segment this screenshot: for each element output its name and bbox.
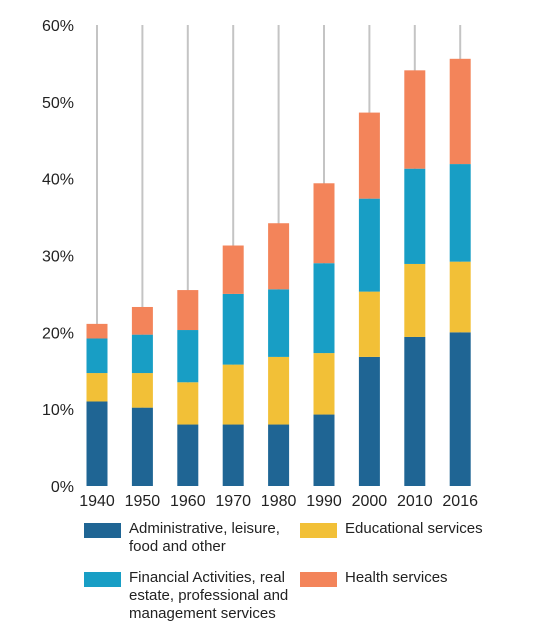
bar-segment [86,323,108,339]
y-tick-label: 0% [51,479,74,496]
bar-segment [222,245,244,294]
x-tick-label: 2000 [352,493,388,510]
bars [86,58,471,486]
bar-segment [268,356,290,425]
bar-segment [131,334,153,374]
bar-segment [86,338,108,374]
bar-segment [358,356,380,486]
bar-segment [313,353,335,415]
bar-segment [358,198,380,292]
bar-segment [131,373,153,408]
x-tick-label: 1970 [215,493,251,510]
y-tick-label: 40% [42,172,74,189]
bar-segment [268,223,290,290]
bar-segment [313,263,335,354]
bar-segment [449,58,471,165]
bar-segment [358,112,380,199]
bar-segment [86,401,108,486]
bar-segment [404,263,426,337]
y-tick-label: 30% [42,249,74,266]
x-tick-label: 1980 [261,493,297,510]
x-tick-label: 1940 [79,493,115,510]
bar-segment [222,424,244,486]
y-tick-label: 20% [42,325,74,342]
y-tick-label: 10% [42,402,74,419]
bar-segment [404,168,426,264]
bar-segment [449,164,471,262]
bar-segment [268,424,290,486]
y-tick-label: 50% [42,95,74,112]
bar-segment [449,332,471,486]
bar-segment [449,261,471,333]
bar-segment [358,291,380,357]
bar-segment [177,330,199,383]
bar-segment [177,290,199,331]
bar-segment [313,183,335,264]
x-tick-label: 1960 [170,493,206,510]
bar-segment [404,336,426,486]
x-tick-label: 1990 [306,493,342,510]
bar-segment [313,414,335,486]
y-tick-label: 60% [42,18,74,35]
x-tick-label: 1950 [125,493,161,510]
x-tick-label: 2016 [442,493,478,510]
x-tick-label: 2010 [397,493,433,510]
bar-segment [268,289,290,357]
bar-segment [404,70,426,169]
bar-segment [177,382,199,425]
bar-segment [131,306,153,335]
x-axis: 1940 1950 1960 1970 1980 1990 2000 2010 2016 [79,493,478,510]
bar-segment [222,364,244,425]
bar-segment [177,424,199,486]
bar-segment [86,373,108,402]
bar-segment [222,293,244,365]
y-axis: 0% 10% 20% 30% 40% 50% 60% [42,18,74,496]
bar-segment [131,407,153,486]
